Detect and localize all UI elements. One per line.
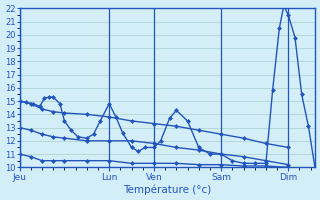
- X-axis label: Température (°c): Température (°c): [123, 185, 212, 195]
